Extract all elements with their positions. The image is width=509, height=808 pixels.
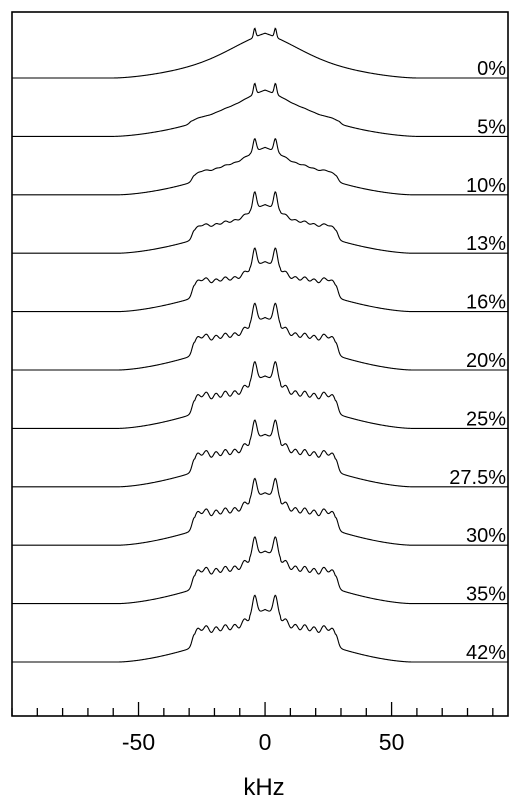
trace-42-line [12, 594, 508, 663]
trace-label: 20% [466, 350, 506, 372]
trace-20-line [12, 302, 508, 371]
x-tick-label: -50 [122, 729, 155, 755]
trace-5-line [12, 82, 508, 137]
trace-label: 5% [477, 116, 506, 138]
plot-frame [11, 11, 509, 717]
trace-label: 25% [466, 408, 506, 430]
trace-label: 35% [466, 584, 506, 606]
trace-16-line [12, 247, 508, 313]
x-tick-label: 0 [259, 729, 272, 755]
trace-30-line [12, 477, 508, 546]
trace-35-line [12, 536, 508, 605]
trace-13-line [12, 190, 508, 254]
trace-label: 16% [466, 292, 506, 314]
x-tick-label: 50 [379, 729, 405, 755]
x-axis-ticks [11, 702, 494, 716]
x-axis-tick-labels: -50 0 50 [122, 729, 404, 755]
trace-label: 30% [466, 525, 506, 547]
x-axis-label: kHz [243, 774, 284, 801]
trace-labels-group: 0% 5% 10% 13% 16% 20% 25% 27.5% 30% 35% 42% [449, 58, 506, 664]
traces-group [12, 27, 508, 663]
trace-label: 10% [466, 175, 506, 197]
trace-0-line [12, 27, 508, 79]
trace-27.5-line [12, 419, 508, 488]
trace-25-line [12, 360, 508, 429]
trace-label: 27.5% [449, 467, 506, 489]
trace-label: 42% [466, 642, 506, 664]
trace-10-line [12, 137, 508, 196]
trace-label: 13% [466, 233, 506, 255]
trace-label: 0% [477, 58, 506, 80]
